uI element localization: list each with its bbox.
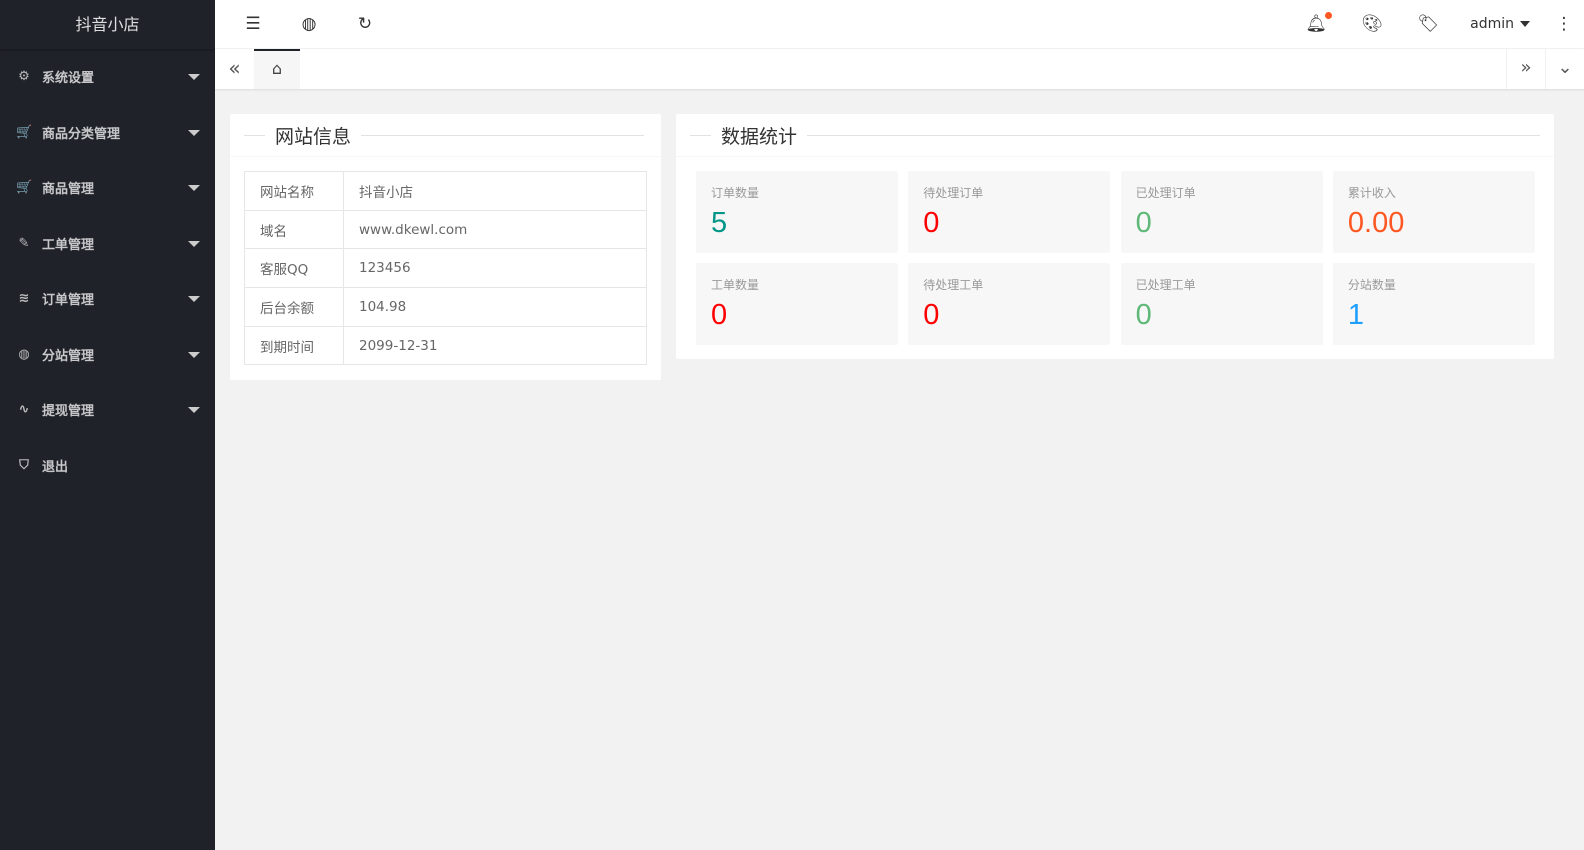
shield-icon: ⛉ bbox=[19, 457, 29, 473]
sidebar-item-label: 商品管理 bbox=[42, 182, 95, 198]
caret-down-icon bbox=[188, 185, 200, 191]
sidebar-item[interactable]: ⛉ 退出 bbox=[0, 438, 215, 494]
home-icon: ⌂ bbox=[271, 59, 283, 78]
row-value: 2099-12-31 bbox=[343, 325, 647, 366]
site-info-table: 网站名称 抖音小店 域名 www.dkewl.com 客服QQ 123456 后台余额 104… bbox=[244, 171, 647, 366]
cart-icon: 🛒 bbox=[16, 124, 33, 140]
sidebar-item[interactable]: ≋ 订单管理 bbox=[0, 271, 215, 327]
stat-label: 已处理工单 bbox=[1135, 278, 1196, 292]
caret-down-icon bbox=[188, 240, 200, 247]
bell-icon[interactable]: 🔔︎ bbox=[1288, 12, 1344, 34]
stat-tile: 累计收入 0.00 bbox=[1332, 171, 1535, 253]
sidebar: 抖音小店 ⚙ 系统设置 🛒 商品分类管理 🛒 商品管理 ✎ 工单管理 ≋ 订单管理 ◍ 分站管理 ∿ 提现… bbox=[0, 0, 215, 850]
cart-icon: 🛒 bbox=[16, 180, 33, 196]
sidebar-item-label: 退出 bbox=[42, 459, 69, 475]
notification-dot bbox=[1325, 12, 1333, 19]
sidebar-item-label: 工单管理 bbox=[42, 237, 95, 253]
scroll-left-icon[interactable]: « bbox=[228, 56, 241, 80]
stat-value: 0 bbox=[1135, 299, 1152, 331]
sidebar-item-label: 商品分类管理 bbox=[42, 126, 121, 142]
site-info-card: 网站信息 网站名称 抖音小店 域名 www.dkewl.com 客服QQ 123456 后台… bbox=[230, 114, 661, 380]
sidebar-item[interactable]: ◍ 分站管理 bbox=[0, 327, 215, 383]
sidebar-item-label: 分站管理 bbox=[42, 348, 95, 364]
sidebar-item[interactable]: ∿ 提现管理 bbox=[0, 382, 215, 438]
row-value: 抖音小店 bbox=[343, 171, 647, 211]
stat-label: 待处理工单 bbox=[923, 278, 984, 292]
scroll-right-icon[interactable]: » bbox=[1506, 49, 1545, 89]
table-row: 域名 www.dkewl.com bbox=[244, 209, 647, 250]
stat-label: 订单数量 bbox=[711, 186, 760, 200]
row-value: 123456 bbox=[343, 248, 647, 289]
stat-label: 累计收入 bbox=[1347, 186, 1396, 200]
sidebar-item-label: 系统设置 bbox=[42, 71, 95, 87]
stats-title: 数据统计 bbox=[711, 122, 808, 149]
home-tab[interactable]: ⌂ bbox=[254, 49, 300, 89]
caret-down-icon bbox=[188, 351, 200, 358]
top-header: ☰ ◍ ↻ 🔔︎ 🎨︎ 🏷︎ admin ⋮ bbox=[215, 0, 1584, 49]
row-value: www.dkewl.com bbox=[343, 209, 647, 250]
row-key: 网站名称 bbox=[244, 171, 344, 211]
sidebar-item[interactable]: ⚙ 系统设置 bbox=[0, 49, 215, 105]
table-row: 客服QQ 123456 bbox=[244, 248, 647, 289]
row-key: 到期时间 bbox=[244, 325, 344, 366]
tag-icon[interactable]: 🏷︎ bbox=[1417, 14, 1439, 34]
layers-icon: ≋ bbox=[18, 291, 30, 307]
caret-down-icon bbox=[1520, 21, 1530, 27]
stat-label: 待处理订单 bbox=[923, 186, 984, 200]
username: admin bbox=[1470, 16, 1514, 32]
pulse-icon: ∿ bbox=[18, 402, 30, 418]
row-key: 后台余额 bbox=[244, 287, 344, 327]
stat-tile: 已处理工单 0 bbox=[1120, 263, 1323, 345]
caret-down-icon bbox=[188, 296, 200, 302]
caret-down-icon bbox=[188, 407, 200, 413]
row-value: 104.98 bbox=[343, 287, 647, 327]
user-menu[interactable]: admin bbox=[1456, 16, 1544, 32]
caret-down-icon bbox=[188, 129, 200, 136]
stat-value: 0 bbox=[1135, 207, 1152, 239]
gear-icon: ⚙ bbox=[18, 69, 30, 85]
table-row: 网站名称 抖音小店 bbox=[244, 171, 647, 211]
sidebar-item-label: 提现管理 bbox=[42, 404, 95, 420]
app-logo: 抖音小店 bbox=[0, 0, 215, 49]
sidebar-item[interactable]: ✎ 工单管理 bbox=[0, 216, 215, 272]
stat-tile: 订单数量 5 bbox=[696, 171, 898, 253]
sidebar-item-label: 订单管理 bbox=[42, 293, 95, 309]
caret-down-icon bbox=[188, 74, 200, 80]
row-key: 客服QQ bbox=[244, 248, 344, 289]
stat-value: 0.00 bbox=[1347, 207, 1405, 239]
stat-label: 已处理订单 bbox=[1135, 186, 1196, 200]
stat-tile: 待处理工单 0 bbox=[908, 263, 1111, 345]
stat-value: 0 bbox=[923, 299, 940, 331]
stat-value: 0 bbox=[923, 207, 940, 239]
site-info-title: 网站信息 bbox=[265, 122, 362, 149]
refresh-icon[interactable]: ↻ bbox=[357, 14, 373, 34]
globe-icon: ◍ bbox=[18, 346, 30, 362]
row-key: 域名 bbox=[244, 209, 344, 250]
stat-tile: 工单数量 0 bbox=[696, 263, 898, 345]
sidebar-item[interactable]: 🛒 商品管理 bbox=[0, 160, 215, 216]
stat-label: 分站数量 bbox=[1347, 278, 1396, 292]
tab-bar: « ⌂ » ⌄ bbox=[215, 49, 1584, 89]
stat-tile: 已处理订单 0 bbox=[1120, 171, 1323, 253]
stat-value: 1 bbox=[1347, 299, 1365, 331]
stat-tile: 待处理订单 0 bbox=[908, 171, 1111, 253]
globe-icon[interactable]: ◍ bbox=[301, 14, 317, 34]
stat-value: 5 bbox=[711, 207, 728, 239]
stats-card: 数据统计 订单数量 5 待处理订单 0 已处理订单 0 累计收入 0.00 工单数量 0 待处理工单… bbox=[676, 114, 1554, 359]
table-row: 后台余额 104.98 bbox=[244, 287, 647, 327]
table-row: 到期时间 2099-12-31 bbox=[244, 325, 647, 366]
stat-value: 0 bbox=[711, 299, 728, 331]
more-vertical-icon[interactable]: ⋮ bbox=[1555, 14, 1573, 34]
tab-options-chevron-icon[interactable]: ⌄ bbox=[1545, 49, 1584, 89]
palette-icon[interactable]: 🎨︎ bbox=[1361, 14, 1383, 34]
menu-fold-icon[interactable]: ☰ bbox=[245, 14, 261, 34]
stat-label: 工单数量 bbox=[711, 278, 760, 292]
form-icon: ✎ bbox=[18, 235, 30, 251]
stat-tile: 分站数量 1 bbox=[1332, 263, 1535, 345]
sidebar-item[interactable]: 🛒 商品分类管理 bbox=[0, 105, 215, 161]
